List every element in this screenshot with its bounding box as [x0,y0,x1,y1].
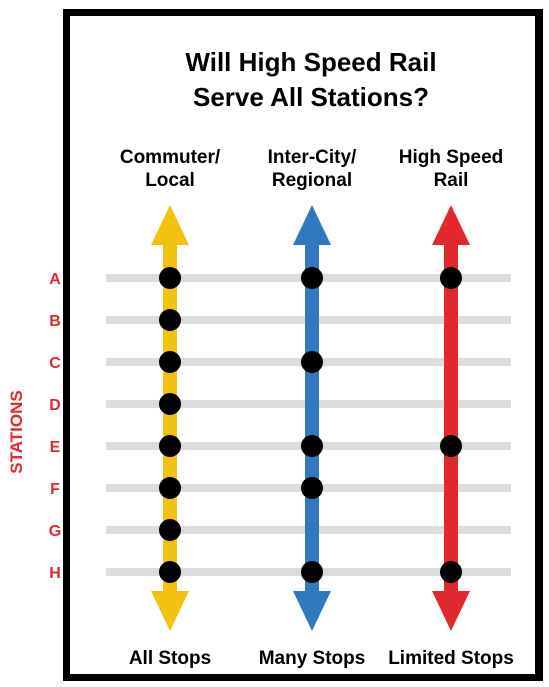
stop-dot-intercity-c [301,351,323,373]
service-columns: Commuter/Local All Stops Inter-City/Region… [120,147,514,669]
stop-dot-commuter-d [159,393,181,415]
station-label-e: E [50,439,61,456]
column-heading-commuter-line-2: Local [145,170,195,191]
station-label-b: B [49,313,61,330]
stop-dot-intercity-h [301,561,323,583]
stop-dot-commuter-e [159,435,181,457]
column-footer-highspeed: Limited Stops [388,648,514,669]
stop-dot-intercity-e [301,435,323,457]
stations-axis-label: STATIONS [7,390,26,473]
station-label-c: C [49,355,61,372]
column-footer-commuter: All Stops [129,648,211,669]
stop-dot-highspeed-e [440,435,462,457]
arrow-shaft-commuter [163,238,177,598]
stop-dot-commuter-f [159,477,181,499]
title-line-1: Will High Speed Rail [185,47,436,77]
column-heading-intercity-line-2: Regional [272,170,352,191]
column-commuter: Commuter/Local All Stops [120,147,221,669]
station-label-a: A [49,271,61,288]
stop-dot-intercity-f [301,477,323,499]
station-label-f: F [50,481,60,498]
column-heading-intercity-line-1: Inter-City/ [268,147,357,168]
arrow-head-up-commuter [151,205,189,245]
arrow-head-up-highspeed [432,205,470,245]
arrow-head-down-highspeed [432,591,470,631]
column-heading-highspeed-line-1: High Speed [399,147,504,168]
stop-dot-commuter-h [159,561,181,583]
stop-dot-highspeed-a [440,267,462,289]
title-line-2: Serve All Stations? [193,82,429,112]
station-labels: A B C D E F G H [49,271,61,582]
arrow-head-down-intercity [293,591,331,631]
arrow-head-down-commuter [151,591,189,631]
station-label-h: H [49,565,61,582]
stop-dot-highspeed-h [440,561,462,583]
station-label-d: D [49,397,61,414]
arrow-shaft-intercity [305,238,319,598]
stop-dot-commuter-b [159,309,181,331]
column-intercity: Inter-City/Regional Many Stops [259,147,366,669]
stop-dot-intercity-a [301,267,323,289]
station-label-g: G [49,523,61,540]
stop-dot-commuter-c [159,351,181,373]
column-heading-commuter-line-1: Commuter/ [120,147,221,168]
column-heading-highspeed-line-2: Rail [434,170,469,191]
column-footer-intercity: Many Stops [259,648,366,669]
arrow-head-up-intercity [293,205,331,245]
arrow-shaft-highspeed [444,238,458,598]
stop-dot-commuter-a [159,267,181,289]
stop-dot-commuter-g [159,519,181,541]
